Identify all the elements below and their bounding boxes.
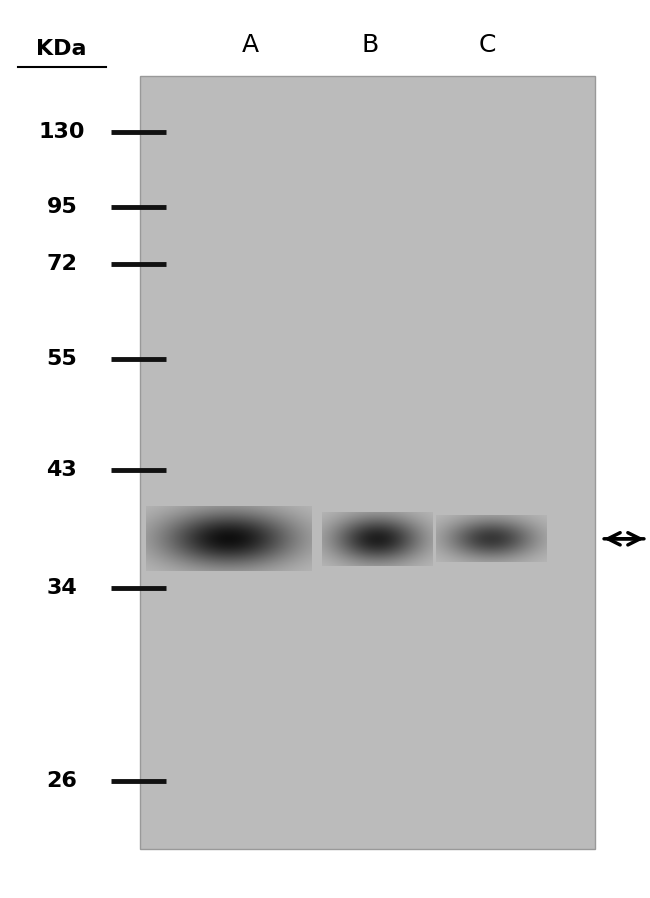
- Text: 72: 72: [46, 254, 77, 274]
- Text: 95: 95: [46, 197, 77, 216]
- Text: B: B: [362, 33, 379, 57]
- Text: A: A: [242, 33, 259, 57]
- Text: 43: 43: [46, 460, 77, 480]
- Text: 34: 34: [46, 578, 77, 598]
- Text: 130: 130: [38, 122, 85, 142]
- Text: 26: 26: [46, 771, 77, 791]
- Text: 55: 55: [46, 349, 77, 369]
- Text: KDa: KDa: [36, 40, 87, 59]
- Text: C: C: [479, 33, 496, 57]
- Bar: [140, 76, 595, 849]
